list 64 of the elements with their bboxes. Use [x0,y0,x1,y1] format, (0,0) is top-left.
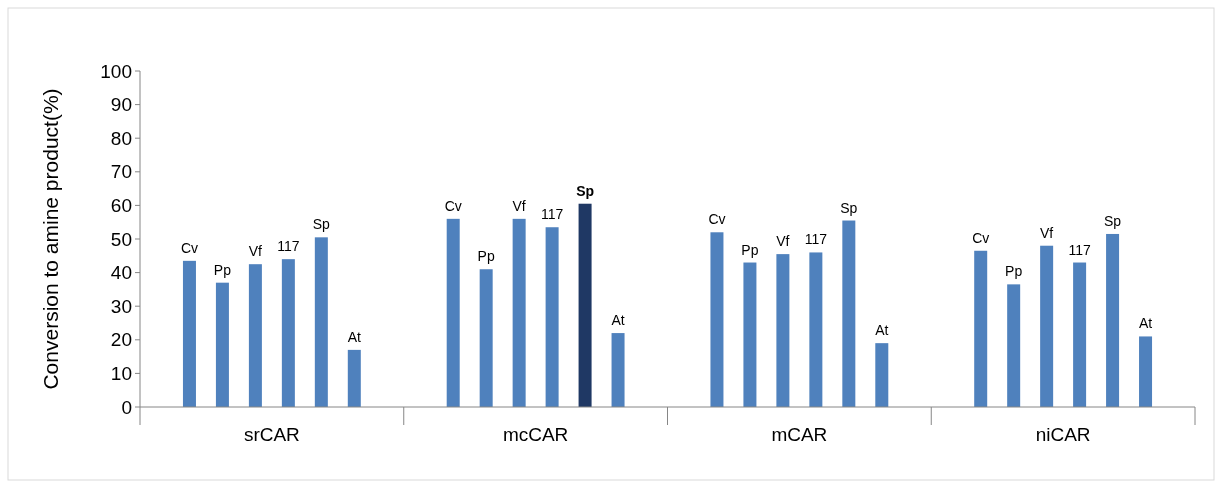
bar [479,269,493,407]
bar [1040,245,1054,407]
bar [1007,284,1021,407]
text: Cv [708,211,726,228]
text: Sp [1104,212,1122,229]
text: Cv [972,229,990,246]
y-tick-label: 60 [110,195,132,217]
text: At [611,312,625,329]
y-tick-label: 90 [110,94,132,116]
series-label: Cv [180,239,199,256]
y-tick-label: 40 [110,262,132,284]
x-tick-label: mCAR [771,424,828,445]
bar [1073,262,1087,407]
text: Vf [512,197,526,214]
text: Sp [576,182,595,199]
x-tick-label: niCAR [1035,424,1091,445]
text: Vf [248,243,263,260]
bar [578,203,592,407]
bar [281,259,295,407]
bar [248,264,262,407]
y-tick-label: 50 [110,228,132,250]
bar [512,218,526,407]
bar [347,349,361,407]
bar [314,237,328,407]
bar [1106,233,1120,407]
y-tick-label: 30 [110,295,132,317]
y-tick-label: 10 [110,363,132,385]
y-axis-title: Conversion to amine product(%) [39,88,62,390]
text: Sp [312,216,330,233]
x-tick-label: srCAR [243,424,300,445]
text: Pp [477,248,495,265]
bar [875,343,889,407]
bar [842,220,856,407]
text: 117 [540,206,564,223]
y-tick-label: 80 [110,127,132,149]
x-tick-label: mcCAR [502,424,569,445]
bar [974,250,988,407]
bar [710,232,724,407]
text: Cv [444,197,462,214]
text: At [875,322,889,339]
text: 117 [277,238,300,255]
bar [611,333,625,407]
bar [545,227,559,407]
bar [743,262,757,407]
series-label: Pp [741,241,759,258]
series-label: 117 [1068,241,1091,258]
bar [1139,336,1153,407]
text: 117 [804,231,828,248]
series-label: Sp [840,199,858,216]
y-tick-label: 100 [100,60,132,82]
text: Pp [213,261,231,278]
series-label: At [347,328,362,345]
y-tick-label: 20 [110,329,132,351]
text: Pp [1005,263,1023,280]
series-label: Vf [1040,224,1054,241]
y-tick-label: 0 [121,396,132,418]
y-tick-label: 70 [110,161,132,183]
text: At [1138,315,1153,332]
bar [182,260,196,407]
text: Vf [776,233,790,250]
bar [215,282,229,407]
bar [809,252,823,407]
bar [776,254,790,407]
bar [446,218,460,407]
